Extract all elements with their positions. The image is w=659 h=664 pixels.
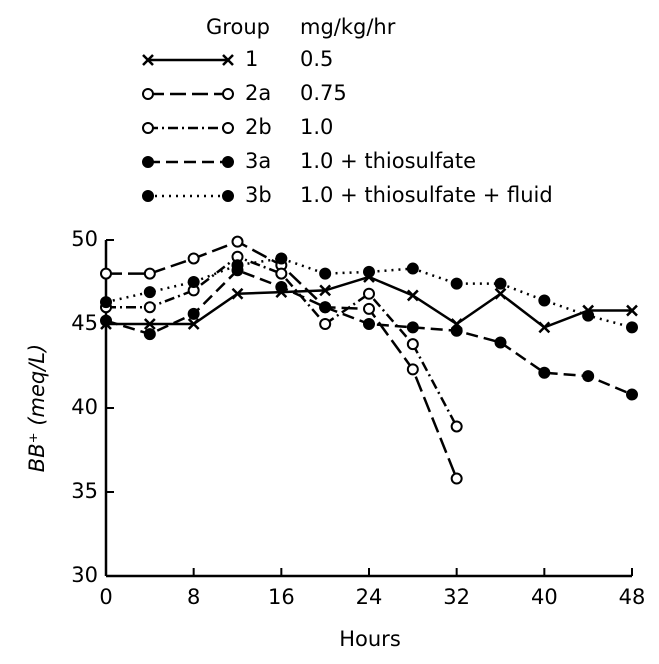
marker	[363, 287, 375, 300]
marker	[143, 328, 156, 341]
marker	[100, 267, 112, 280]
legend-dose: 1.0	[300, 115, 333, 139]
marker	[319, 284, 332, 297]
legend-label: 2b	[245, 115, 272, 139]
marker	[406, 321, 419, 334]
legend-label: 2a	[245, 81, 271, 105]
marker	[319, 318, 332, 330]
marker	[100, 296, 112, 309]
marker	[319, 301, 332, 314]
marker	[406, 262, 419, 275]
x-tick-label: 32	[443, 585, 470, 609]
legend-marker	[222, 54, 234, 66]
marker	[143, 301, 156, 314]
marker	[187, 276, 200, 288]
x-tick-label: 24	[356, 585, 383, 609]
marker	[494, 287, 507, 300]
marker	[494, 336, 507, 349]
y-tick-label: 50	[71, 227, 98, 251]
marker	[187, 307, 200, 320]
legend-marker	[222, 88, 234, 100]
marker	[363, 265, 375, 278]
legend-dose: 1.0 + thiosulfate + fluid	[300, 183, 553, 207]
legend-dose: 0.75	[300, 81, 347, 105]
y-tick-label: 40	[71, 395, 98, 419]
legend-header: Group	[206, 15, 270, 39]
marker	[143, 267, 156, 280]
marker	[538, 294, 551, 307]
marker	[275, 281, 288, 294]
legend-label: 3b	[245, 183, 272, 207]
x-tick-label: 0	[99, 585, 112, 609]
marker	[100, 314, 112, 327]
legend-marker	[222, 156, 234, 168]
legend-marker	[142, 190, 154, 202]
marker	[450, 472, 463, 485]
marker	[275, 252, 288, 265]
marker	[406, 338, 419, 351]
marker	[626, 304, 638, 317]
marker	[187, 252, 200, 265]
x-tick-label: 16	[268, 585, 295, 609]
marker	[450, 277, 463, 290]
legend-marker	[142, 156, 154, 168]
legend-label: 1	[245, 47, 258, 71]
marker	[626, 388, 638, 401]
marker	[538, 366, 551, 379]
legend-marker	[222, 190, 234, 202]
marker	[143, 318, 156, 330]
marker	[363, 302, 375, 315]
x-tick-label: 8	[187, 585, 200, 609]
legend-dose: 0.5	[300, 47, 333, 71]
x-axis-label: Hours	[339, 627, 401, 651]
legend-header: mg/kg/hr	[300, 15, 396, 39]
legend-marker	[142, 88, 154, 100]
marker	[363, 318, 375, 330]
y-tick-label: 30	[71, 563, 98, 587]
marker	[319, 267, 332, 280]
marker	[450, 324, 463, 337]
marker	[231, 235, 244, 248]
marker	[538, 321, 551, 334]
marker	[275, 267, 288, 280]
x-tick-label: 48	[619, 585, 646, 609]
marker	[582, 370, 595, 383]
marker	[231, 287, 244, 300]
marker	[406, 289, 419, 302]
marker	[450, 420, 463, 433]
marker	[143, 286, 156, 299]
y-tick-label: 35	[71, 479, 98, 503]
marker	[494, 277, 507, 290]
x-tick-label: 40	[531, 585, 558, 609]
legend-marker	[142, 122, 154, 134]
marker	[187, 318, 200, 330]
legend-marker	[142, 54, 154, 66]
marker	[626, 321, 638, 334]
legend-marker	[222, 122, 234, 134]
legend-dose: 1.0 + thiosulfate	[300, 149, 476, 173]
marker	[582, 309, 595, 322]
marker	[406, 363, 419, 376]
legend-label: 3a	[245, 149, 271, 173]
y-tick-label: 45	[71, 311, 98, 335]
y-axis-label: BB⁺ (meq/L)	[25, 344, 49, 472]
marker	[231, 259, 244, 272]
